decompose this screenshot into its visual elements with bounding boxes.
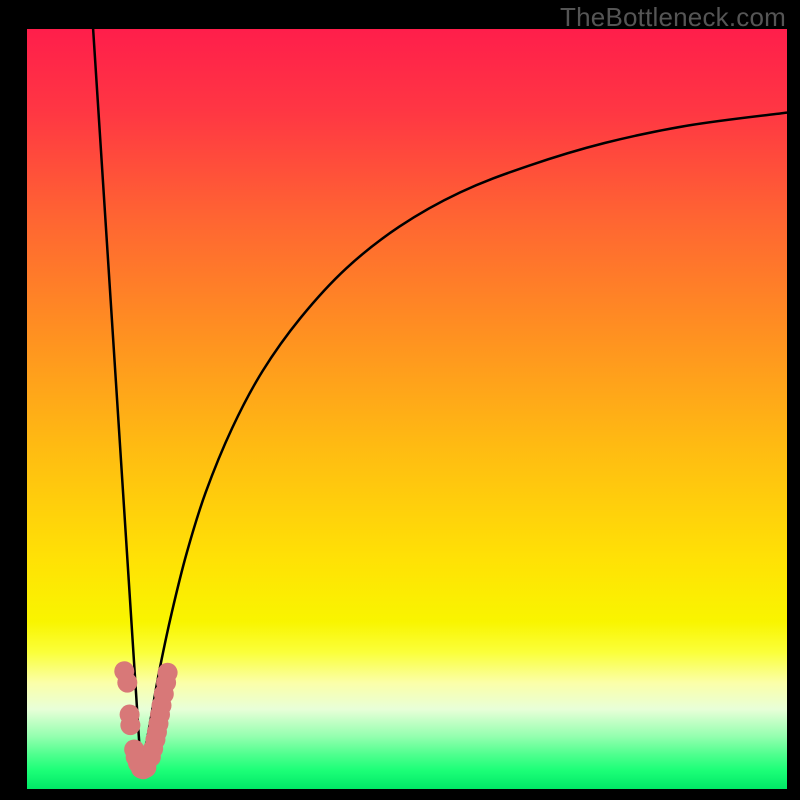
chart-container: TheBottleneck.com [0, 0, 800, 800]
curve-layer [27, 29, 787, 789]
scatter-point [120, 715, 140, 735]
right-curve [141, 113, 787, 770]
scatter-point [117, 673, 137, 693]
plot-area [27, 29, 787, 789]
watermark-text: TheBottleneck.com [560, 2, 786, 33]
scatter-point [158, 663, 178, 683]
left-curve [93, 29, 141, 770]
